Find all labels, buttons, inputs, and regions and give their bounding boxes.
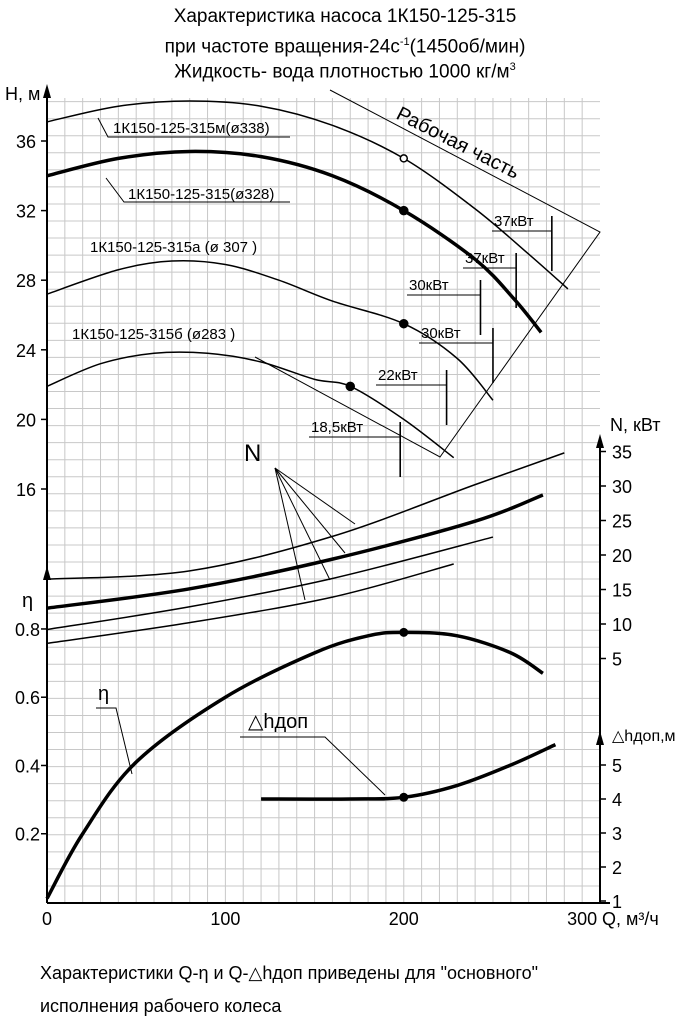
h-axis-label: H, м [5, 84, 40, 104]
n-tick-label: 5 [612, 650, 622, 670]
head-curve-3 [46, 351, 455, 459]
n-tick-label: 35 [612, 443, 632, 463]
n-axis-label: N, кВт [610, 415, 661, 435]
npsh-tick-label: 1 [612, 892, 622, 912]
eta-axis-label: η [22, 590, 33, 612]
n-tick-label: 20 [612, 546, 632, 566]
label-leader-328 [105, 177, 290, 203]
title-line-3-text: Жидкость- вода плотностью 1000 кг/м [174, 61, 510, 83]
x-tick-label: 300 [567, 909, 597, 929]
working-zone-label: Рабочая часть [393, 103, 523, 184]
power-curve-0 [46, 452, 565, 580]
npsh-curve-label: △hдоп [248, 711, 308, 733]
label-leader-338 [97, 117, 290, 138]
power-label-leader [274, 467, 346, 554]
h-tick-label: 20 [16, 410, 36, 430]
eta-tick-label: 0.2 [15, 825, 40, 845]
efficiency-label-leader [96, 707, 133, 775]
npsh-curve [261, 743, 557, 801]
power-annotation: 30кВт [409, 277, 449, 294]
footer-note-line-1: Характеристики Q-η и Q-△hдоп приведены д… [40, 963, 539, 983]
npsh-point [399, 792, 409, 802]
head-curve-label-283: 1К150-125-315б (ø283 ) [72, 326, 235, 343]
chart-title-line-2: при частоте вращения-24с-1(1450об/мин) [0, 31, 690, 58]
head-curve-2 [46, 260, 494, 401]
power-annotation: 30кВт [421, 325, 461, 342]
n-tick-label: 25 [612, 512, 632, 532]
npsh-axis-label: △hдоп,м [612, 728, 676, 745]
head-curve-label-307: 1К150-125-315а (ø 307 ) [90, 239, 257, 256]
chart-title-line-3: Жидкость- вода плотностью 1000 кг/м3 [0, 56, 690, 83]
title-line-3-sup: 3 [509, 61, 516, 73]
chart-title-line-1: Характеристика насоса 1К150-125-315 [173, 6, 517, 27]
title-line-2-text: при частоте вращения-24с [164, 36, 400, 58]
npsh-axis-arrow [596, 731, 604, 745]
working-zone-boundary [254, 89, 601, 458]
h-tick-label: 32 [16, 202, 36, 222]
h-axis-arrow [43, 84, 51, 98]
power-annotation: 37кВт [465, 250, 505, 267]
x-tick-label: 100 [210, 909, 240, 929]
operating-point [399, 154, 409, 163]
npsh-tick-label: 3 [612, 824, 622, 844]
power-curve-1 [46, 493, 544, 610]
eta-axis-arrow [43, 566, 51, 580]
npsh-label-leader [240, 736, 386, 796]
operating-point [399, 318, 409, 329]
power-annotation: 18,5кВт [311, 419, 363, 436]
n-tick-label: 10 [612, 615, 632, 635]
h-tick-label: 36 [16, 132, 36, 152]
x-axis-label: Q, м³/ч [602, 909, 659, 929]
head-curve-0 [46, 100, 569, 290]
efficiency-curve [45, 630, 544, 900]
efficiency-best-point [399, 627, 409, 637]
operating-point [399, 205, 409, 216]
power-curves-label: N [244, 440, 261, 467]
npsh-tick-label: 5 [612, 756, 622, 776]
power-annotation: 37кВт [494, 213, 534, 230]
power-label-leader [274, 467, 306, 601]
h-tick-label: 16 [16, 480, 36, 500]
npsh-tick-label: 4 [612, 790, 622, 810]
head-curve-label-328: 1К150-125-315(ø328) [128, 186, 274, 203]
power-annotation: 22кВт [378, 367, 418, 384]
power-curve-3 [46, 563, 454, 645]
title-line-2-tail: (1450об/мин) [409, 36, 526, 58]
n-tick-label: 15 [612, 581, 632, 601]
power-curve-2 [46, 536, 494, 631]
h-tick-label: 28 [16, 271, 36, 291]
n-axis-arrow [596, 434, 604, 448]
x-tick-label: 0 [42, 909, 52, 929]
power-label-leader [274, 467, 331, 581]
h-tick-label: 24 [16, 341, 36, 361]
eta-tick-label: 0.6 [15, 688, 40, 708]
x-tick-label: 200 [389, 909, 419, 929]
npsh-tick-label: 2 [612, 858, 622, 878]
eta-tick-label: 0.4 [15, 756, 40, 776]
head-curve-label-338: 1К150-125-315м(ø338) [113, 120, 270, 137]
n-tick-label: 30 [612, 477, 632, 497]
footer-note-line-2: исполнения рабочего колеса [40, 996, 282, 1016]
head-curve-1 [46, 149, 543, 334]
operating-point [345, 381, 356, 392]
power-label-leader [274, 467, 356, 525]
efficiency-curve-label: η [98, 683, 109, 705]
eta-tick-label: 0.8 [15, 620, 40, 640]
title-line-2-sup: -1 [399, 36, 410, 48]
